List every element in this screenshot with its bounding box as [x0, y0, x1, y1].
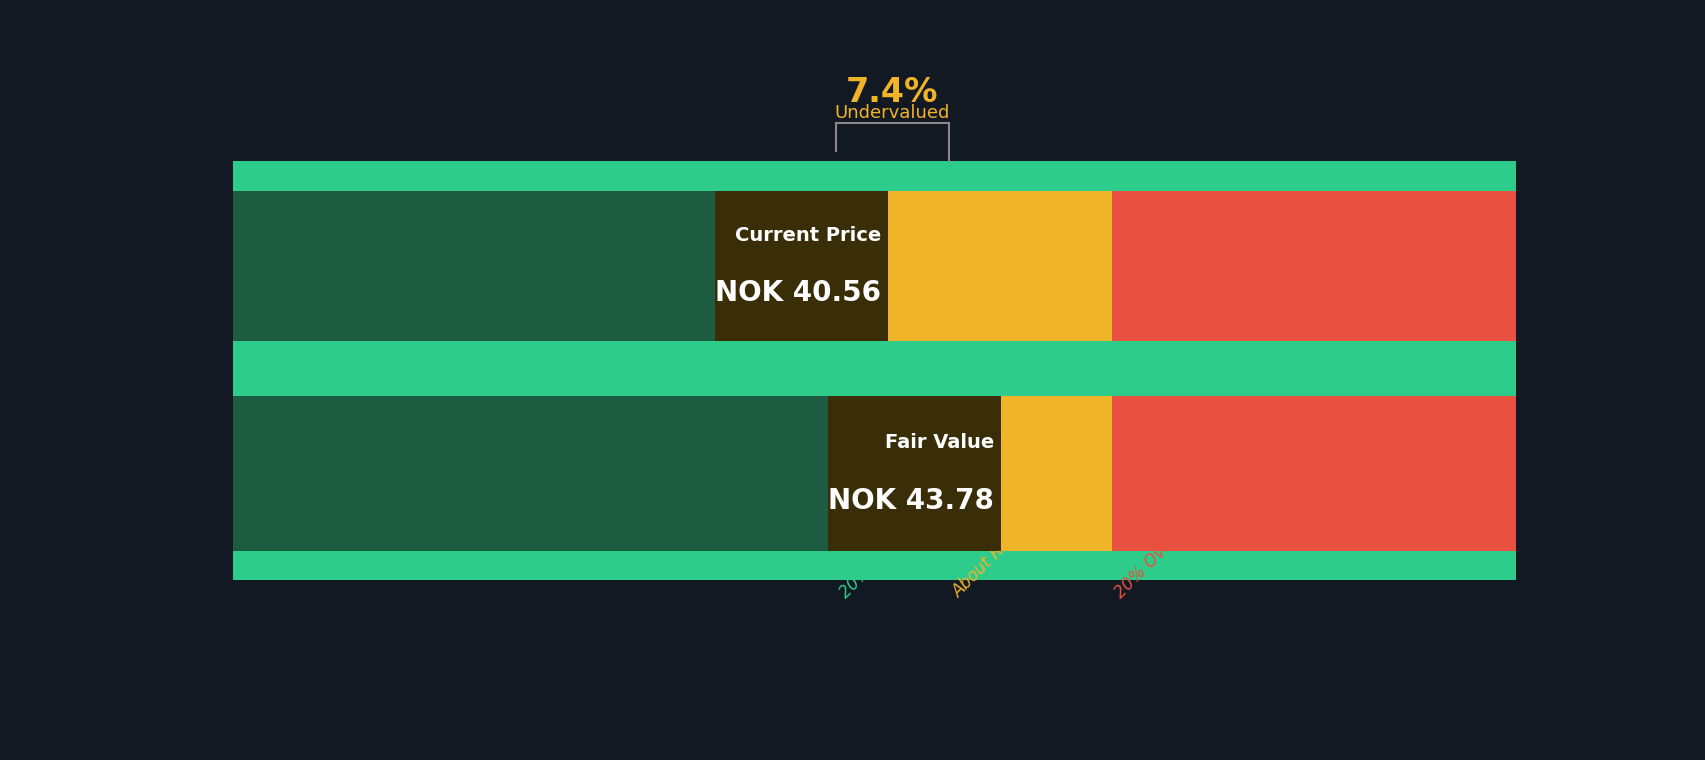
Bar [234, 341, 1514, 371]
Bar [827, 396, 1001, 550]
Bar [1112, 161, 1514, 580]
Text: Fair Value: Fair Value [885, 432, 994, 451]
Bar [234, 371, 1514, 396]
Text: NOK 43.78: NOK 43.78 [827, 487, 994, 515]
Bar [234, 191, 835, 341]
Text: NOK 40.56: NOK 40.56 [714, 279, 881, 307]
Bar [234, 161, 1514, 191]
Bar [234, 161, 835, 580]
Bar [234, 550, 1514, 580]
Text: 20% Overvalued: 20% Overvalued [1112, 491, 1221, 601]
Text: Current Price: Current Price [735, 226, 881, 245]
Text: 7.4%: 7.4% [846, 77, 938, 109]
Bar [835, 161, 1112, 580]
Bar [234, 396, 835, 550]
Text: 20% Undervalued: 20% Undervalued [835, 483, 953, 601]
Bar [714, 191, 887, 341]
Text: Undervalued: Undervalued [834, 104, 950, 122]
Text: About Right: About Right [948, 519, 1030, 601]
